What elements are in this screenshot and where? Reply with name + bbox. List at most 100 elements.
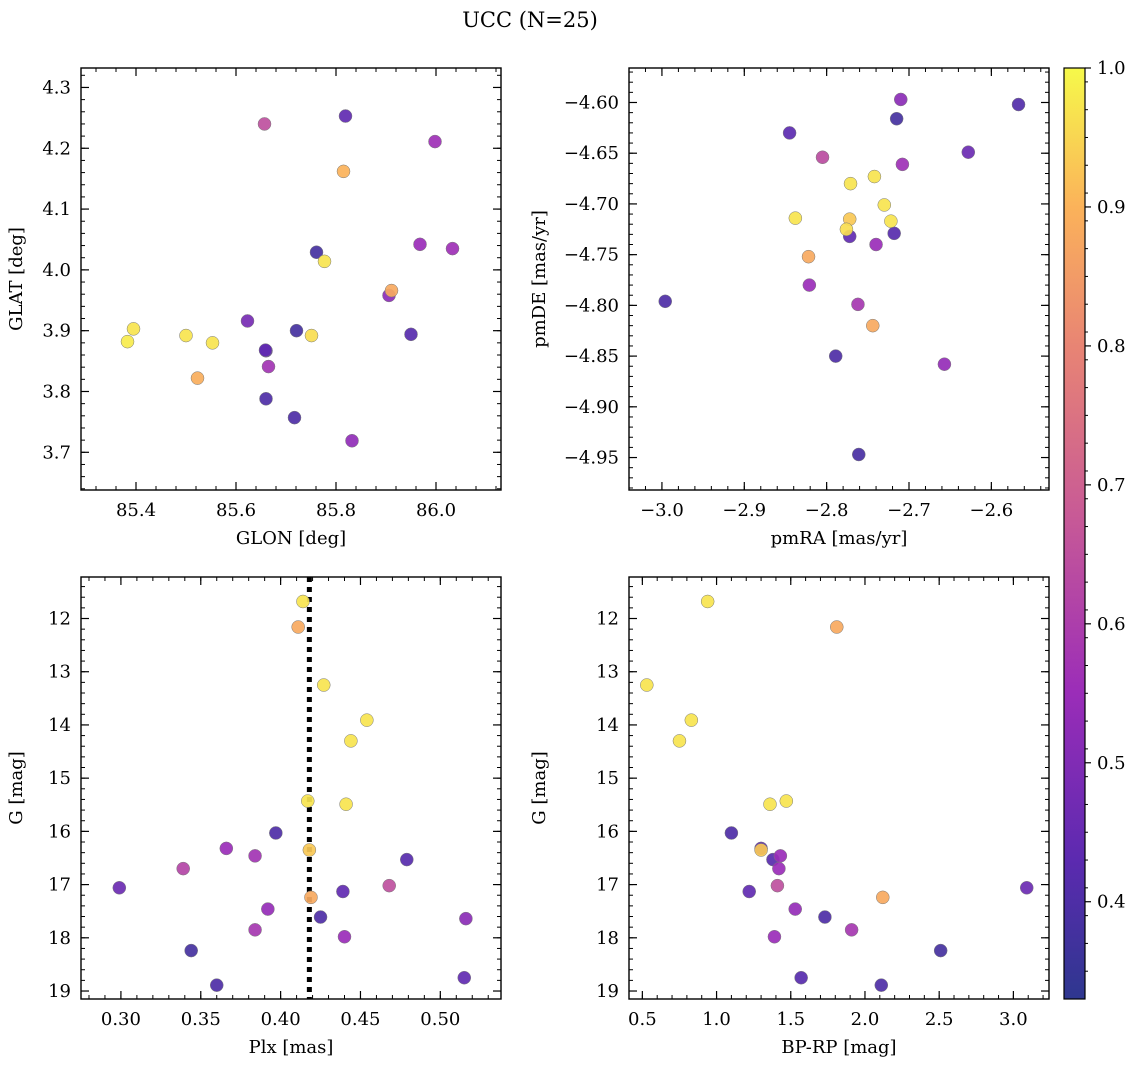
data-point [1019, 881, 1034, 895]
x-tick-label: −2.6 [969, 500, 1013, 521]
y-tick-label: 4.0 [42, 260, 71, 281]
x-axis-label: GLON [deg] [236, 528, 346, 549]
data-point [317, 254, 332, 269]
data-point [261, 359, 276, 374]
panel-2: −3.0 −2.9 −2.8 −2.7 −2.6 −4.95 −4.90 −4.85 −4.80… [529, 67, 1050, 549]
data-point [684, 713, 699, 727]
x-tick-label: 1.0 [702, 1009, 731, 1030]
data-point [933, 943, 948, 958]
y-tick-label: 13 [596, 662, 619, 683]
data-point [844, 923, 859, 937]
data-point [889, 111, 904, 126]
data-point [459, 911, 473, 926]
y-tick-label: −4.90 [564, 397, 619, 418]
data-point [742, 884, 756, 899]
panel-1: 85.4 85.6 85.8 86.0 3.7 3.8 3.9 4.0 4.1 4.2 4.3 GLO… [6, 67, 502, 549]
x-tick-label: 85.4 [116, 500, 156, 521]
data-point [852, 447, 866, 462]
y-tick-label: −4.70 [564, 194, 619, 215]
data-point [658, 294, 672, 309]
data-point [219, 841, 234, 856]
y-tick-label: 15 [596, 768, 619, 789]
data-point [700, 594, 715, 609]
x-tick-label: 2.0 [851, 1009, 880, 1030]
data-point [337, 929, 352, 944]
data-point [184, 943, 198, 958]
data-point [382, 878, 396, 893]
data-point [257, 117, 272, 131]
x-tick-label: 85.6 [216, 500, 256, 521]
x-tick-label: 0.5 [628, 1009, 657, 1030]
data-point [457, 970, 472, 985]
y-tick-label: −4.85 [564, 346, 619, 367]
data-point [126, 322, 141, 336]
y-axis-label: G [mag] [6, 751, 27, 824]
y-tick-label: 4.2 [42, 138, 71, 159]
y-tick-label: 3.8 [42, 381, 71, 402]
data-point [884, 214, 898, 228]
panel-3: 0.30 0.35 0.40 0.45 0.50 12 13 14 15 16 17 18 19 Plx … [6, 576, 502, 1058]
colorbar-tick-label: 0.6 [1097, 614, 1126, 635]
y-tick-label: −4.75 [564, 245, 619, 266]
y-tick-label: 15 [48, 768, 71, 789]
data-point [112, 881, 127, 895]
data-point [640, 678, 654, 692]
panel-4: 0.5 1.0 1.5 2.0 2.5 3.0 12 13 14 15 16 17 18 19 BP-RP … [529, 576, 1050, 1058]
data-point [205, 336, 220, 350]
colorbar-tick-label: 1.0 [1097, 58, 1126, 79]
data-point [336, 164, 351, 179]
colorbar-tick-label: 0.5 [1097, 753, 1126, 774]
data-point [400, 852, 414, 867]
y-tick-label: −4.65 [564, 143, 619, 164]
data-point [724, 826, 739, 840]
data-point [788, 902, 802, 916]
y-axis-label: G [mag] [529, 751, 550, 824]
x-tick-label: 1.5 [776, 1009, 805, 1030]
data-point [338, 109, 353, 123]
data-point [120, 334, 135, 349]
data-point [672, 734, 687, 748]
data-point [190, 371, 205, 385]
data-point [291, 620, 305, 634]
data-point [413, 237, 427, 252]
data-point [296, 594, 310, 609]
y-tick-label: 16 [48, 821, 71, 842]
y-tick-label: 3.7 [42, 442, 71, 463]
y-tick-label: 12 [48, 609, 71, 630]
colorbar-ticks: 0.4 0.5 0.6 0.7 0.8 0.9 1.0 [1085, 58, 1126, 972]
x-axis-label: Plx [mas] [249, 1037, 334, 1058]
y-tick-label: 4.1 [42, 199, 71, 220]
y-tick-label: 13 [48, 662, 71, 683]
data-point [772, 861, 786, 876]
data-point [176, 861, 190, 876]
x-tick-label: 0.50 [420, 1009, 460, 1030]
data-point [877, 198, 892, 212]
data-point [289, 323, 304, 338]
x-tick-label: 0.40 [261, 1009, 301, 1030]
y-tick-label: 14 [596, 715, 619, 736]
y-tick-label: 3.9 [42, 321, 71, 342]
data-point [428, 134, 442, 149]
colorbar: 0.4 0.5 0.6 0.7 0.8 0.9 1.0 [1063, 58, 1126, 1000]
y-tick-label: −4.95 [564, 448, 619, 469]
colorbar-tick-label: 0.8 [1097, 336, 1126, 357]
y-tick-label: 17 [596, 875, 619, 896]
data-point [287, 410, 302, 425]
y-tick-label: 14 [48, 715, 71, 736]
data-point [895, 157, 910, 172]
data-point [360, 713, 374, 727]
x-tick-label: −2.7 [887, 500, 931, 521]
x-tick-label: −3.0 [640, 500, 684, 521]
x-tick-label: 0.45 [340, 1009, 380, 1030]
y-axis-label: GLAT [deg] [6, 227, 27, 331]
axes-frame [80, 576, 502, 1000]
x-tick-label: 0.30 [101, 1009, 141, 1030]
x-tick-label: 85.8 [316, 500, 356, 521]
x-tick-label: −2.8 [805, 500, 849, 521]
data-point [763, 797, 777, 811]
x-axis-label: BP-RP [mag] [781, 1037, 896, 1058]
data-point [815, 150, 830, 165]
axes-frame [80, 67, 502, 491]
data-point [770, 878, 785, 893]
data-point [839, 222, 854, 237]
